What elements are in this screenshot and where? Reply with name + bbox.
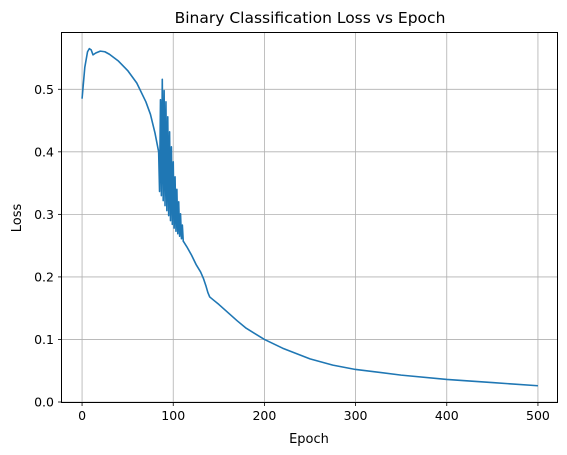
x-tick-label: 100 <box>161 408 185 423</box>
y-tick-label: 0.1 <box>34 332 54 347</box>
x-tick-label: 400 <box>435 408 459 423</box>
y-tick-label: 0.2 <box>34 269 54 284</box>
axis-ticks: 0 100 200 300 400 500 0.0 0.1 0.2 0.3 0.4 0.5 <box>34 82 550 423</box>
plot-frame <box>61 32 558 403</box>
x-tick-label: 0 <box>78 408 86 423</box>
y-tick-label: 0.3 <box>34 207 54 222</box>
plot-series <box>81 47 538 387</box>
y-tick-label: 0.0 <box>34 395 54 410</box>
x-tick-label: 200 <box>252 408 276 423</box>
y-tick-label: 0.5 <box>34 82 54 97</box>
gridlines <box>62 33 558 403</box>
y-tick-label: 0.4 <box>34 144 54 159</box>
x-axis-label: Epoch <box>289 432 329 447</box>
x-tick-label: 300 <box>344 408 368 423</box>
x-tick-label: 500 <box>526 408 550 423</box>
chart-title: Binary Classification Loss vs Epoch <box>175 9 446 27</box>
y-axis-label: Loss <box>10 204 25 233</box>
loss-series-line <box>81 47 538 387</box>
